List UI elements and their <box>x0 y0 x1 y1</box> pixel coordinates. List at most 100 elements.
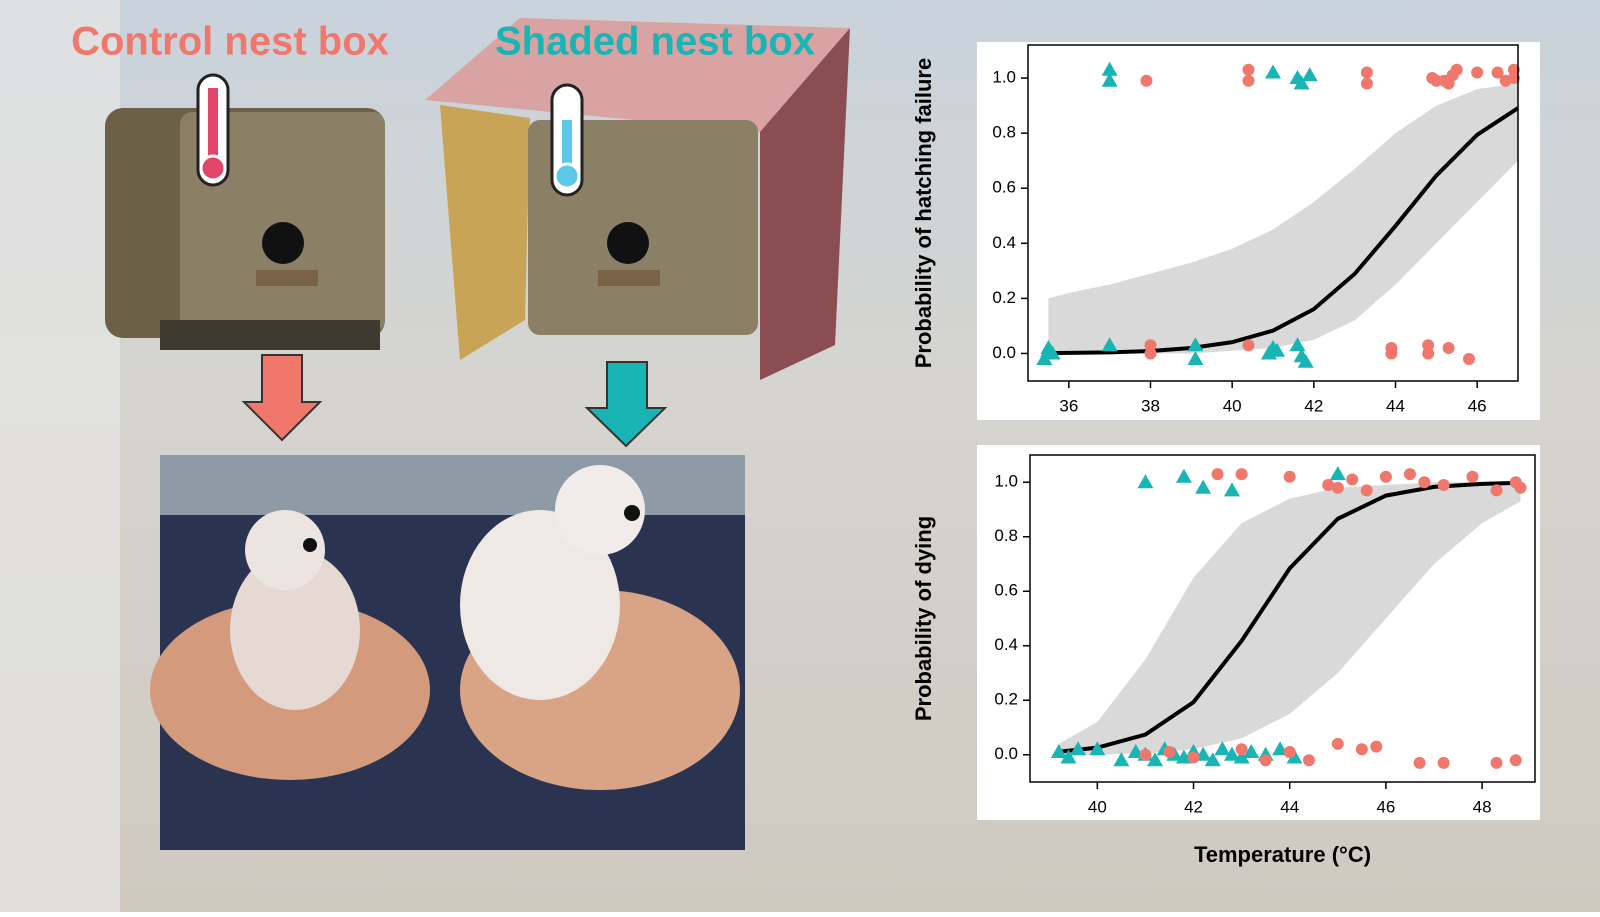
point <box>1242 74 1255 87</box>
point <box>1403 468 1416 481</box>
confidence-band <box>1058 482 1521 755</box>
y-axis-label: Probability of hatching failure <box>911 58 936 368</box>
fit-line <box>1048 106 1520 356</box>
y-tick-label: 0.2 <box>994 690 1018 709</box>
point <box>1204 752 1221 767</box>
point <box>1490 756 1503 769</box>
point <box>1418 476 1431 489</box>
point <box>1385 347 1398 360</box>
point <box>1214 741 1231 756</box>
point <box>1224 482 1240 497</box>
heading: Control nest box <box>71 20 389 64</box>
point <box>1331 737 1344 750</box>
confidence-band <box>1048 83 1518 354</box>
point <box>1163 746 1176 759</box>
point <box>1491 66 1504 79</box>
point <box>1235 743 1248 756</box>
control-nest-box <box>105 73 385 350</box>
point <box>1224 746 1240 761</box>
point <box>1060 749 1077 764</box>
point <box>1137 474 1154 489</box>
point <box>1040 342 1057 357</box>
y-tick-label: 0.6 <box>994 581 1018 600</box>
y-tick-label: 0.8 <box>994 526 1018 545</box>
x-tick-label: 46 <box>1376 797 1395 816</box>
y-tick-label: 0.4 <box>992 233 1016 252</box>
point <box>1187 751 1200 764</box>
point <box>1175 749 1192 764</box>
x-tick-label: 42 <box>1184 797 1203 816</box>
point <box>1243 744 1260 759</box>
point <box>1355 743 1368 756</box>
point <box>1329 466 1346 481</box>
point <box>1286 749 1303 764</box>
plot-frame <box>1029 454 1536 783</box>
y-axis-label: Probability of dying <box>911 516 936 721</box>
point <box>1050 744 1067 759</box>
point <box>1466 470 1479 483</box>
y-tick-label: 1.0 <box>994 472 1018 491</box>
fit-line <box>1058 480 1521 754</box>
point <box>1265 64 1281 79</box>
y-tick-label: 1.0 <box>992 68 1016 87</box>
point <box>1036 350 1053 365</box>
point <box>1360 77 1373 90</box>
point <box>1259 754 1272 767</box>
y-tick-label: 0.6 <box>992 178 1016 197</box>
point <box>1437 756 1450 769</box>
point <box>1379 470 1392 483</box>
point <box>1442 341 1455 354</box>
point <box>1507 72 1520 85</box>
point <box>1139 748 1152 761</box>
x-tick-label: 44 <box>1280 797 1299 816</box>
shaded-nest-box <box>425 18 850 380</box>
plot-frame <box>1027 44 1519 382</box>
point <box>1235 468 1248 481</box>
arrow <box>584 361 668 448</box>
point <box>1360 484 1373 497</box>
point <box>1430 74 1443 87</box>
point <box>1490 484 1503 497</box>
x-axis-label: Temperature (°C) <box>1194 842 1371 867</box>
y-tick-label: 0.2 <box>992 288 1016 307</box>
x-tick-label: 48 <box>1473 797 1492 816</box>
point <box>1471 66 1484 79</box>
heading: Shaded nest box <box>495 20 815 64</box>
point <box>1322 478 1335 491</box>
point <box>1293 75 1310 90</box>
point <box>1089 741 1106 756</box>
point <box>1233 749 1250 764</box>
point <box>1211 468 1224 481</box>
point <box>1437 478 1450 491</box>
point <box>1346 473 1359 486</box>
chick-photo <box>150 455 745 850</box>
point <box>1101 61 1118 76</box>
point <box>1147 752 1164 767</box>
point <box>1301 67 1318 82</box>
point <box>1463 352 1475 365</box>
y-tick-label: 0.0 <box>992 343 1016 362</box>
point <box>1446 69 1459 82</box>
point <box>1302 754 1315 767</box>
point <box>1113 752 1130 767</box>
point <box>1297 353 1314 368</box>
point <box>1289 337 1306 352</box>
point <box>1422 339 1435 352</box>
x-tick-label: 38 <box>1141 396 1160 415</box>
x-tick-label: 46 <box>1468 396 1487 415</box>
point <box>1175 468 1192 483</box>
y-tick-label: 0.8 <box>992 123 1016 142</box>
point <box>1422 347 1435 360</box>
point <box>1413 756 1426 769</box>
x-tick-label: 40 <box>1088 797 1107 816</box>
y-tick-label: 0.0 <box>994 744 1018 763</box>
point <box>1101 337 1118 352</box>
point <box>1370 740 1383 753</box>
point <box>1283 746 1296 759</box>
wall <box>0 0 120 912</box>
point <box>1507 63 1520 76</box>
point <box>1101 72 1118 87</box>
point <box>1242 339 1255 352</box>
point <box>1514 481 1527 494</box>
point <box>1331 481 1344 494</box>
